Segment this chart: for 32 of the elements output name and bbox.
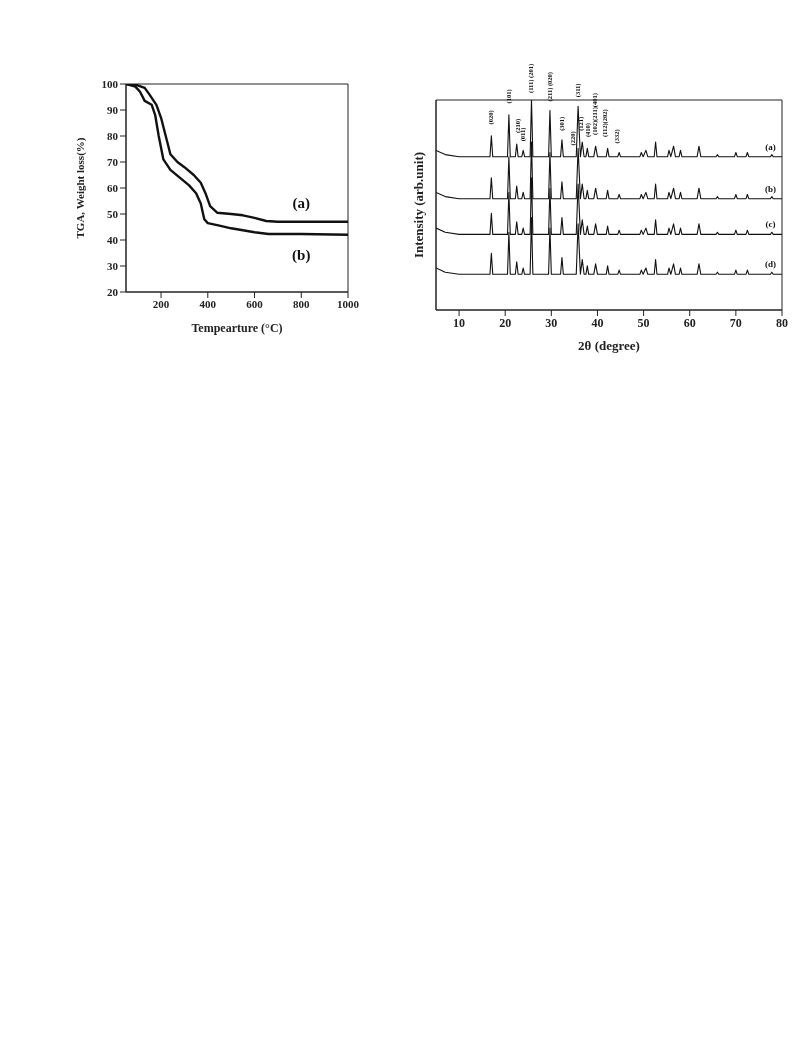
- x-tick-label: 60: [683, 315, 696, 330]
- y-tick-label: 70: [107, 155, 119, 168]
- x-tick-label: 400: [199, 297, 217, 310]
- x-tick-label: 40: [591, 315, 604, 330]
- x-tick-label: 50: [637, 315, 650, 330]
- y-tick-label: 40: [107, 233, 119, 246]
- x-tick-label: 80: [776, 315, 788, 330]
- x-tick-label: 20: [499, 315, 512, 330]
- y-tick-label: 90: [107, 103, 119, 116]
- x-tick-label: 600: [246, 297, 264, 310]
- y-tick-label: 100: [101, 77, 119, 90]
- y-axis-title: Intensity (arb.unit): [410, 151, 426, 259]
- x-tick-label: 1000: [337, 297, 360, 310]
- y-tick-label: 20: [107, 285, 119, 298]
- y-axis-title: TGA, Weight loss(%): [73, 137, 87, 239]
- x-axis-title: 2θ (degree): [578, 338, 640, 353]
- series-label: (c): [765, 219, 776, 230]
- x-tick-label: 10: [453, 315, 466, 330]
- y-tick-label: 30: [107, 259, 119, 272]
- x-tick-label: 200: [152, 297, 170, 310]
- series-label: (b): [764, 183, 776, 194]
- x-tick-label: 800: [293, 297, 311, 310]
- y-tick-label: 50: [107, 207, 119, 220]
- x-tick-label: 30: [545, 315, 558, 330]
- series-label: (a): [765, 141, 776, 152]
- series-label: (b): [292, 247, 311, 265]
- y-tick-label: 80: [107, 129, 119, 142]
- y-tick-label: 60: [107, 181, 119, 194]
- series-label: (a): [292, 194, 311, 212]
- series-label: (d): [764, 259, 776, 270]
- x-tick-label: 70: [729, 315, 742, 330]
- x-axis-title: Tempearture (°C): [191, 321, 283, 335]
